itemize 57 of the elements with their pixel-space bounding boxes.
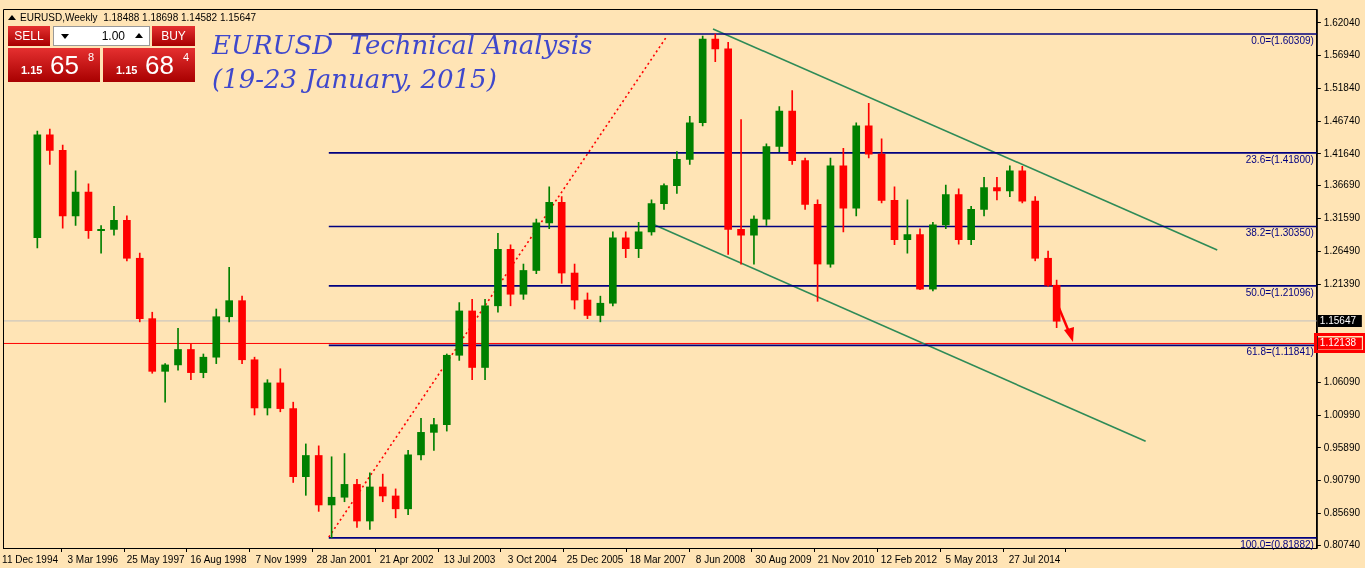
y-tick-label: 1.62040: [1323, 16, 1361, 28]
y-tick-label: 1.51840: [1323, 82, 1361, 94]
y-tick-label: 0.85690: [1323, 507, 1361, 519]
x-tick-label: 13 Jul 2003: [443, 553, 496, 565]
x-tick-label: 5 May 2013: [945, 553, 999, 565]
annotation: 65: [50, 50, 79, 81]
y-tick-label: 1.41640: [1323, 147, 1361, 159]
x-tick-label: 3 Mar 1996: [67, 553, 119, 565]
x-tick-label: 12 Feb 2012: [880, 553, 938, 565]
y-tick-label: 1.00990: [1323, 408, 1361, 420]
annotation: 4: [183, 51, 190, 63]
candlestick: [97, 225, 105, 254]
series-label: 38.2=(1.30350): [1245, 227, 1314, 239]
series-label: 0.0=(1.60309): [1251, 34, 1314, 46]
annotation: 1.00: [101, 29, 125, 43]
text: EURUSD Technical Analysis: [212, 30, 593, 60]
x-tick-label: 27 Jul 2014: [1008, 553, 1061, 565]
x-tick-label: 30 Aug 2009: [755, 553, 812, 565]
annotation: 8: [88, 51, 95, 63]
annotation: EURUSD,Weekly 1.18488 1.18698 1.14582 1.15647: [20, 12, 257, 23]
candlestick: [737, 119, 745, 265]
y-tick-label: 0.80740: [1323, 538, 1361, 550]
y-tick-label: 1.31590: [1323, 212, 1361, 224]
x-tick-label: 11 Dec 1994: [2, 553, 59, 565]
x-tick-label: 18 Mar 2007: [629, 553, 687, 565]
series-label: 100.0=(0.81882): [1240, 538, 1314, 550]
x-tick-label: 28 Jan 2001: [316, 553, 372, 565]
ref-line-label: 1.15647: [1319, 314, 1357, 326]
series-label: 50.0=(1.21096): [1245, 286, 1314, 298]
x-tick-label: 3 Oct 2004: [507, 553, 558, 565]
y-tick-label: 1.26490: [1323, 245, 1361, 257]
x-tick-label: 25 May 1997: [126, 553, 185, 565]
x-tick-label: 21 Nov 2010: [817, 553, 875, 565]
x-tick-label: 8 Jun 2008: [695, 553, 746, 565]
candlestick: [161, 363, 169, 403]
annotation: SELL: [8, 26, 50, 46]
y-tick-label: 1.46740: [1323, 114, 1361, 126]
x-tick-label: 7 Nov 1999: [255, 553, 308, 565]
series-label: 61.8=(1.11841): [1246, 346, 1314, 358]
number-field: 1.00: [53, 26, 150, 46]
annotation: 1.15: [21, 64, 43, 76]
annotation: 1.15: [116, 64, 138, 76]
y-tick-label: 1.36690: [1323, 179, 1361, 191]
annotation: BUY: [152, 26, 195, 46]
y-tick-label: 0.90790: [1323, 474, 1361, 486]
series-label: 23.6=(1.41800): [1245, 153, 1314, 165]
x-tick-label: 21 Apr 2002: [379, 553, 435, 565]
x-tick-label: 16 Aug 1998: [190, 553, 247, 565]
y-tick-label: 0.95890: [1323, 441, 1361, 453]
candlestick: [993, 176, 1001, 201]
x-tick-label: 25 Dec 2005: [566, 553, 624, 565]
y-tick-label: 1.06090: [1323, 376, 1361, 388]
annotation: 68: [145, 50, 174, 81]
y-tick-label: 1.21390: [1323, 277, 1361, 289]
text: (19-23 January, 2015): [212, 64, 497, 94]
y-tick-label: 1.56940: [1323, 49, 1361, 61]
ref-line-label: 1.12138: [1319, 337, 1357, 349]
